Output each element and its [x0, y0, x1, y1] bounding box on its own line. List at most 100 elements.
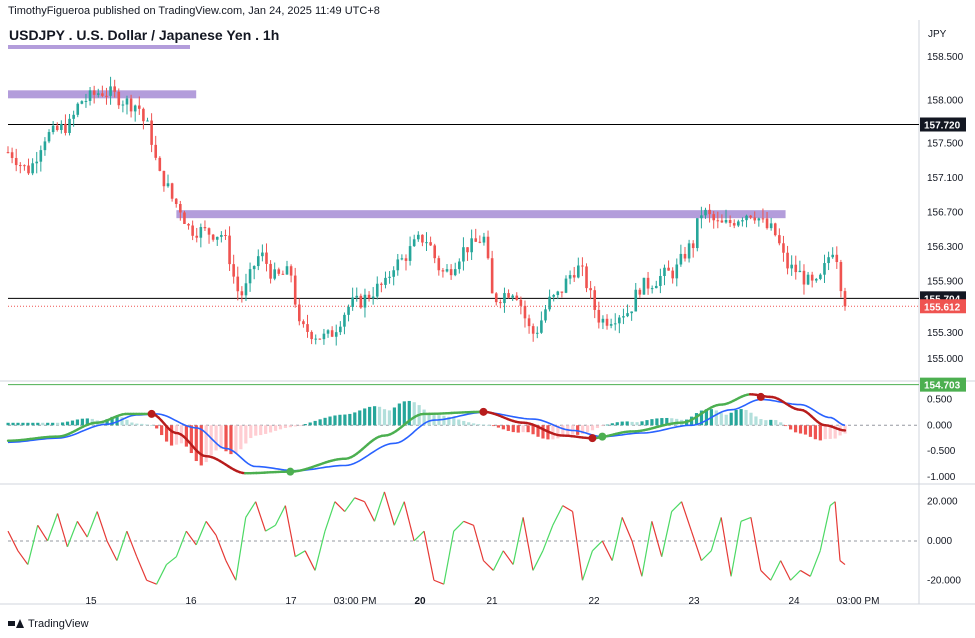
macd-hist-bar — [328, 416, 332, 426]
osc-tick-label: 20.000 — [927, 497, 958, 508]
candle-body — [453, 269, 457, 276]
time-tick-label: 17 — [285, 596, 297, 607]
currency-label[interactable]: JPY — [928, 29, 947, 40]
macd-hist-bar — [288, 425, 293, 428]
osc-segment — [215, 534, 227, 561]
candle-body — [716, 220, 720, 222]
candle-body — [560, 291, 564, 293]
osc-segment — [86, 511, 98, 538]
candle-body — [593, 290, 597, 310]
macd-hist-bar — [268, 425, 273, 433]
candle-body — [277, 269, 281, 274]
candle-body — [601, 318, 605, 323]
macd-hist-bar — [358, 410, 362, 426]
macd-hist-bar — [521, 425, 525, 433]
osc-segment — [562, 505, 573, 513]
candle-body — [133, 105, 137, 112]
osc-segment — [790, 570, 801, 581]
candle-body — [19, 165, 22, 167]
tradingview-brand[interactable]: TradingView — [8, 618, 89, 630]
macd-hist-bar — [80, 418, 84, 426]
osc-segment — [7, 530, 19, 552]
macd-hist-bar — [140, 423, 144, 426]
candle-body — [269, 263, 272, 279]
candle-body — [778, 235, 781, 244]
macd-hist-bar — [412, 402, 416, 426]
macd-hist-bar — [754, 416, 758, 426]
macd-hist-bar — [531, 425, 535, 435]
candle-body — [388, 276, 391, 278]
symbol-title[interactable]: USDJPY . U.S. Dollar / Japanese Yen . 1h — [9, 27, 280, 43]
candle-body — [199, 227, 203, 238]
osc-segment — [680, 501, 693, 532]
macd-hist-bar — [556, 425, 560, 439]
time-tick-label: 03:00 PM — [837, 596, 880, 607]
osc-segment — [76, 521, 88, 538]
candle-body — [741, 220, 744, 222]
candle-body — [470, 238, 473, 253]
macd-hist-bar — [184, 425, 188, 447]
candle-body — [183, 212, 186, 224]
candle-body — [105, 95, 108, 97]
candle-body — [605, 318, 609, 326]
candle-body — [400, 258, 404, 260]
candle-body — [437, 258, 441, 271]
macd-hist-bar — [308, 422, 312, 426]
candle-body — [839, 262, 843, 292]
price-tick-label: 157.500 — [927, 138, 964, 149]
macd-tick-label: 0.500 — [927, 394, 952, 405]
macd-hist-bar — [204, 425, 208, 463]
macd-hist-bar — [630, 421, 634, 426]
candle-body — [572, 275, 576, 278]
candle-body — [84, 100, 88, 102]
osc-segment — [235, 517, 247, 581]
candle-body — [363, 294, 367, 308]
candle-body — [80, 101, 84, 104]
macd-tick-label: -0.500 — [927, 446, 956, 457]
macd-hist-bar — [447, 416, 451, 426]
osc-segment — [185, 530, 197, 546]
candle-body — [191, 225, 194, 236]
candle-body — [831, 254, 834, 258]
macd-hist-bar — [254, 425, 258, 436]
macd-hist-bar — [194, 425, 198, 462]
candle-body — [60, 123, 63, 130]
macd-hist-bar — [41, 422, 45, 426]
candle-body — [732, 223, 736, 226]
candle-body — [749, 215, 752, 218]
candle-body — [355, 295, 359, 298]
macd-hist-bar — [155, 425, 159, 429]
cross-marker — [479, 407, 488, 416]
macd-hist-bar — [541, 425, 545, 439]
macd-hist-bar — [823, 425, 827, 440]
macd-hist-bar — [739, 409, 743, 426]
candle-body — [261, 252, 264, 257]
cross-marker — [147, 409, 156, 418]
osc-segment — [730, 521, 742, 577]
macd-hist-bar — [219, 425, 223, 449]
candle-body — [494, 293, 498, 303]
macd-hist-bar — [813, 425, 817, 440]
candle-body — [359, 295, 363, 308]
osc-tick-label: 0.000 — [927, 536, 952, 547]
osc-segment — [611, 517, 623, 561]
macd-hist-bar — [145, 424, 149, 426]
candle-body — [150, 120, 153, 145]
osc-segment — [829, 501, 836, 507]
osc-segment — [284, 505, 296, 557]
macd-hist-bar — [600, 425, 605, 427]
candle-body — [478, 241, 482, 243]
candle-body — [310, 331, 313, 340]
macd-hist-bar — [694, 413, 699, 426]
candle-body — [232, 264, 235, 277]
osc-segment — [720, 517, 732, 577]
candle-body — [76, 103, 80, 115]
candle-body — [68, 118, 71, 133]
candle-body — [679, 253, 683, 265]
macd-hist-bar — [516, 425, 520, 433]
osc-segment — [839, 560, 846, 566]
osc-segment — [106, 540, 118, 561]
candle-body — [589, 288, 592, 291]
candle-body — [166, 183, 170, 187]
